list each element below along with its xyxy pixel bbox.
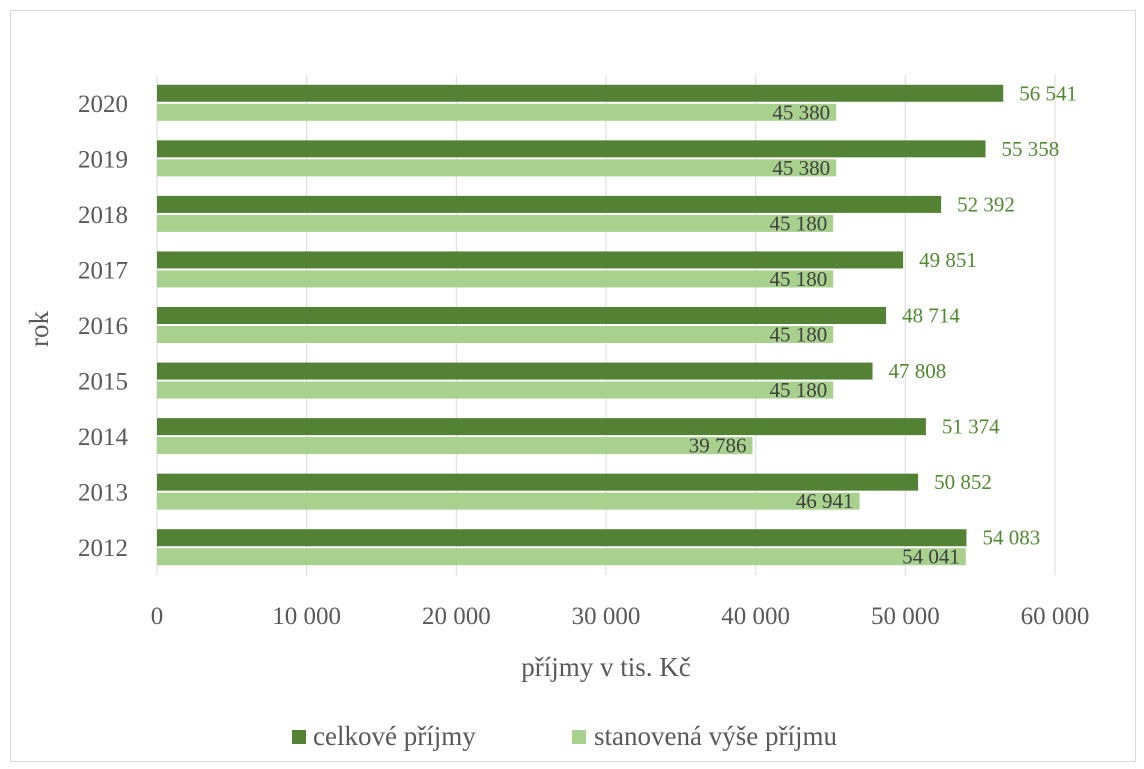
data-label-celkove-prijmy-2017: 49 851	[919, 248, 977, 272]
data-label-celkove-prijmy-2012: 54 083	[982, 526, 1040, 550]
data-label-celkove-prijmy-2015: 47 808	[889, 359, 947, 383]
y-tick-label: 2020	[78, 91, 128, 118]
y-tick-label: 2017	[78, 257, 128, 284]
bar-celkove-prijmy-2018	[157, 195, 942, 213]
data-label-celkove-prijmy-2018: 52 392	[957, 192, 1015, 216]
x-tick-label: 20 000	[422, 603, 491, 630]
x-tick-label: 40 000	[721, 603, 790, 630]
bar-stanovena-vyse-prijmu-2013	[157, 492, 860, 510]
y-tick-label: 2018	[78, 202, 128, 229]
bar-stanovena-vyse-prijmu-2019	[157, 159, 837, 177]
data-label-stanovena-vyse-prijmu-2020: 45 380	[772, 100, 830, 124]
y-tick-label: 2019	[78, 146, 128, 173]
bar-stanovena-vyse-prijmu-2012	[157, 548, 966, 566]
legend-swatch-celkove-prijmy	[292, 730, 306, 744]
data-label-celkove-prijmy-2014: 51 374	[942, 415, 1000, 439]
legend-label-stanovena-vyse-prijmu: stanovená výše příjmu	[594, 721, 837, 751]
data-label-stanovena-vyse-prijmu-2019: 45 380	[772, 156, 830, 180]
bar-stanovena-vyse-prijmu-2020	[157, 103, 837, 121]
data-label-stanovena-vyse-prijmu-2018: 45 180	[769, 211, 827, 235]
legend: celkové příjmy stanovená výše příjmu	[292, 721, 837, 751]
y-tick-label: 2015	[78, 369, 128, 396]
y-tick-label: 2013	[78, 480, 128, 507]
x-axis-title: příjmy v tis. Kč	[521, 652, 691, 682]
data-label-celkove-prijmy-2020: 56 541	[1019, 81, 1077, 105]
bar-stanovena-vyse-prijmu-2014	[157, 437, 753, 455]
data-label-stanovena-vyse-prijmu-2017: 45 180	[769, 267, 827, 291]
bar-celkove-prijmy-2014	[157, 418, 926, 436]
x-tick-label: 0	[151, 603, 164, 630]
x-axis-tick-labels: 0 10 000 20 000 30 000 40 000 50 000 60 000	[151, 603, 1090, 630]
y-tick-label: 2016	[78, 313, 128, 340]
x-tick-label: 60 000	[1021, 603, 1090, 630]
data-label-stanovena-vyse-prijmu-2014: 39 786	[689, 434, 747, 458]
legend-label-celkove-prijmy: celkové příjmy	[313, 721, 476, 751]
bar-stanovena-vyse-prijmu-2015	[157, 381, 834, 399]
bar-stanovena-vyse-prijmu-2018	[157, 214, 834, 232]
gridlines	[156, 75, 1056, 575]
bar-celkove-prijmy-2019	[157, 140, 986, 158]
data-label-celkove-prijmy-2013: 50 852	[934, 470, 992, 494]
data-label-stanovena-vyse-prijmu-2013: 46 941	[796, 489, 854, 513]
bar-stanovena-vyse-prijmu-2017	[157, 270, 834, 288]
data-label-celkove-prijmy-2019: 55 358	[1002, 137, 1060, 161]
data-labels: 56 541 45 380 55 358 45 380 52 392 45 180 49 8…	[689, 81, 1077, 568]
y-axis-title: rok	[24, 311, 54, 347]
bar-celkove-prijmy-2017	[157, 251, 904, 269]
x-tick-label: 30 000	[572, 603, 641, 630]
y-axis-tick-labels: 2020 2019 2018 2017 2016 2015 2014 2013 2012	[78, 91, 129, 562]
x-tick-label: 10 000	[272, 603, 341, 630]
data-label-stanovena-vyse-prijmu-2016: 45 180	[769, 323, 827, 347]
bars	[157, 84, 1004, 566]
y-tick-label: 2014	[78, 424, 129, 451]
y-tick-label: 2012	[78, 535, 128, 562]
data-label-celkove-prijmy-2016: 48 714	[902, 304, 960, 328]
data-label-stanovena-vyse-prijmu-2015: 45 180	[769, 378, 827, 402]
legend-swatch-stanovena-vyse-prijmu	[572, 730, 586, 744]
bar-celkove-prijmy-2020	[157, 84, 1004, 102]
bar-stanovena-vyse-prijmu-2016	[157, 326, 834, 343]
bar-celkove-prijmy-2015	[157, 362, 873, 380]
x-tick-label: 50 000	[871, 603, 940, 630]
bar-celkove-prijmy-2012	[157, 529, 967, 547]
data-label-stanovena-vyse-prijmu-2012: 54 041	[902, 545, 960, 569]
bar-celkove-prijmy-2016	[157, 307, 887, 324]
bar-celkove-prijmy-2013	[157, 473, 919, 491]
